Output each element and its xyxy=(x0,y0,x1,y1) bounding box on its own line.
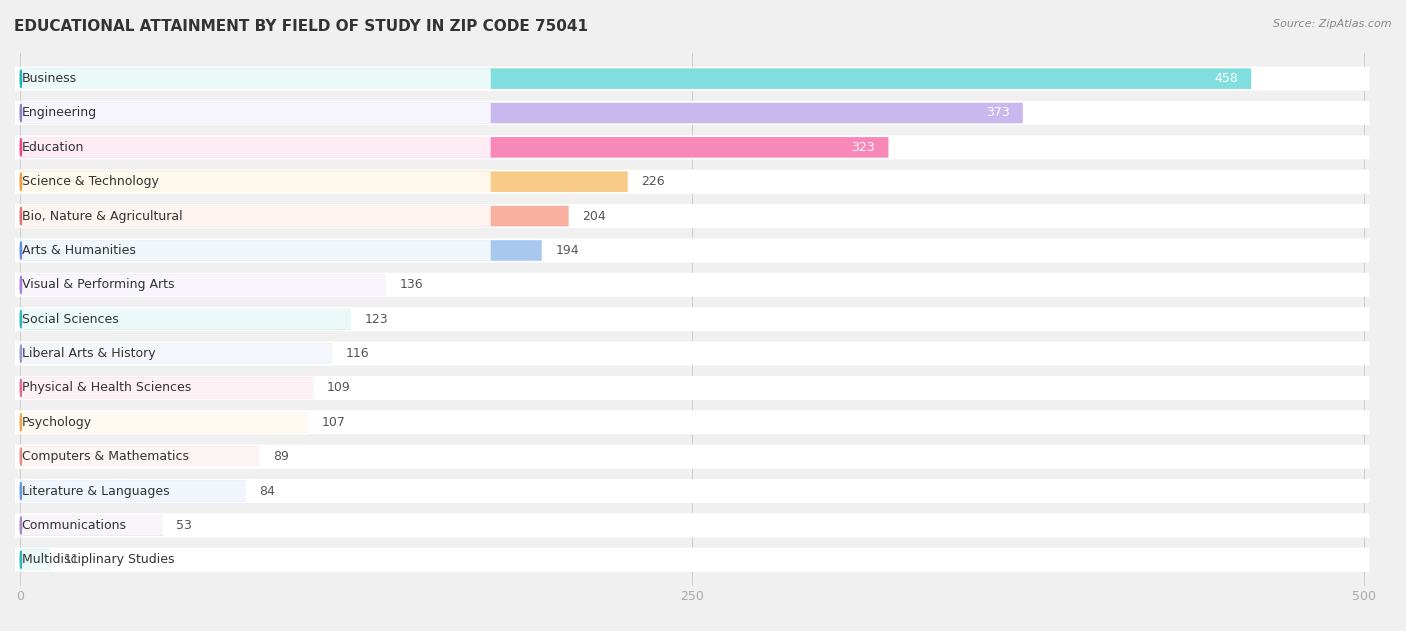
FancyBboxPatch shape xyxy=(15,341,1369,365)
Text: Literature & Languages: Literature & Languages xyxy=(21,485,169,497)
FancyBboxPatch shape xyxy=(20,481,246,501)
FancyBboxPatch shape xyxy=(20,343,491,364)
Text: Source: ZipAtlas.com: Source: ZipAtlas.com xyxy=(1274,19,1392,29)
FancyBboxPatch shape xyxy=(20,377,314,398)
FancyBboxPatch shape xyxy=(20,137,491,158)
FancyBboxPatch shape xyxy=(20,309,491,329)
FancyBboxPatch shape xyxy=(20,412,491,433)
Text: 109: 109 xyxy=(326,381,350,394)
FancyBboxPatch shape xyxy=(15,548,1369,572)
FancyBboxPatch shape xyxy=(15,273,1369,297)
Text: Bio, Nature & Agricultural: Bio, Nature & Agricultural xyxy=(21,209,183,223)
FancyBboxPatch shape xyxy=(20,103,491,123)
Text: Arts & Humanities: Arts & Humanities xyxy=(21,244,135,257)
FancyBboxPatch shape xyxy=(15,101,1369,125)
Text: Physical & Health Sciences: Physical & Health Sciences xyxy=(21,381,191,394)
Text: 373: 373 xyxy=(986,107,1010,119)
Text: 123: 123 xyxy=(364,313,388,326)
Text: 458: 458 xyxy=(1213,72,1237,85)
FancyBboxPatch shape xyxy=(20,240,491,261)
FancyBboxPatch shape xyxy=(20,206,568,227)
Text: 89: 89 xyxy=(273,450,288,463)
FancyBboxPatch shape xyxy=(15,239,1369,262)
FancyBboxPatch shape xyxy=(20,550,491,570)
FancyBboxPatch shape xyxy=(20,446,260,467)
FancyBboxPatch shape xyxy=(15,135,1369,160)
FancyBboxPatch shape xyxy=(20,206,491,227)
Text: 107: 107 xyxy=(322,416,346,429)
Text: 204: 204 xyxy=(582,209,606,223)
FancyBboxPatch shape xyxy=(15,204,1369,228)
FancyBboxPatch shape xyxy=(20,377,491,398)
FancyBboxPatch shape xyxy=(15,445,1369,469)
FancyBboxPatch shape xyxy=(20,481,491,501)
Text: Multidisciplinary Studies: Multidisciplinary Studies xyxy=(21,553,174,566)
Text: 136: 136 xyxy=(399,278,423,292)
FancyBboxPatch shape xyxy=(20,550,51,570)
FancyBboxPatch shape xyxy=(20,274,385,295)
FancyBboxPatch shape xyxy=(20,68,491,89)
FancyBboxPatch shape xyxy=(15,410,1369,434)
FancyBboxPatch shape xyxy=(15,67,1369,91)
FancyBboxPatch shape xyxy=(20,172,627,192)
FancyBboxPatch shape xyxy=(20,446,491,467)
Text: 11: 11 xyxy=(63,553,79,566)
Text: Computers & Mathematics: Computers & Mathematics xyxy=(21,450,188,463)
Text: 53: 53 xyxy=(176,519,193,532)
FancyBboxPatch shape xyxy=(20,515,163,536)
FancyBboxPatch shape xyxy=(20,343,332,364)
FancyBboxPatch shape xyxy=(15,307,1369,331)
Text: 116: 116 xyxy=(346,347,370,360)
Text: Education: Education xyxy=(21,141,84,154)
Text: Visual & Performing Arts: Visual & Performing Arts xyxy=(21,278,174,292)
FancyBboxPatch shape xyxy=(20,240,541,261)
Text: Social Sciences: Social Sciences xyxy=(21,313,118,326)
FancyBboxPatch shape xyxy=(20,515,491,536)
Text: Psychology: Psychology xyxy=(21,416,91,429)
FancyBboxPatch shape xyxy=(15,170,1369,194)
FancyBboxPatch shape xyxy=(20,274,491,295)
Text: 194: 194 xyxy=(555,244,579,257)
Text: Communications: Communications xyxy=(21,519,127,532)
FancyBboxPatch shape xyxy=(15,479,1369,503)
Text: Business: Business xyxy=(21,72,77,85)
Text: 323: 323 xyxy=(852,141,875,154)
Text: 84: 84 xyxy=(260,485,276,497)
FancyBboxPatch shape xyxy=(15,376,1369,400)
FancyBboxPatch shape xyxy=(20,172,491,192)
FancyBboxPatch shape xyxy=(15,514,1369,538)
Text: Liberal Arts & History: Liberal Arts & History xyxy=(21,347,155,360)
Text: EDUCATIONAL ATTAINMENT BY FIELD OF STUDY IN ZIP CODE 75041: EDUCATIONAL ATTAINMENT BY FIELD OF STUDY… xyxy=(14,19,588,34)
FancyBboxPatch shape xyxy=(20,103,1022,123)
FancyBboxPatch shape xyxy=(20,137,889,158)
FancyBboxPatch shape xyxy=(20,412,308,433)
Text: Science & Technology: Science & Technology xyxy=(21,175,159,188)
Text: 226: 226 xyxy=(641,175,665,188)
FancyBboxPatch shape xyxy=(20,68,1251,89)
FancyBboxPatch shape xyxy=(20,309,352,329)
Text: Engineering: Engineering xyxy=(21,107,97,119)
